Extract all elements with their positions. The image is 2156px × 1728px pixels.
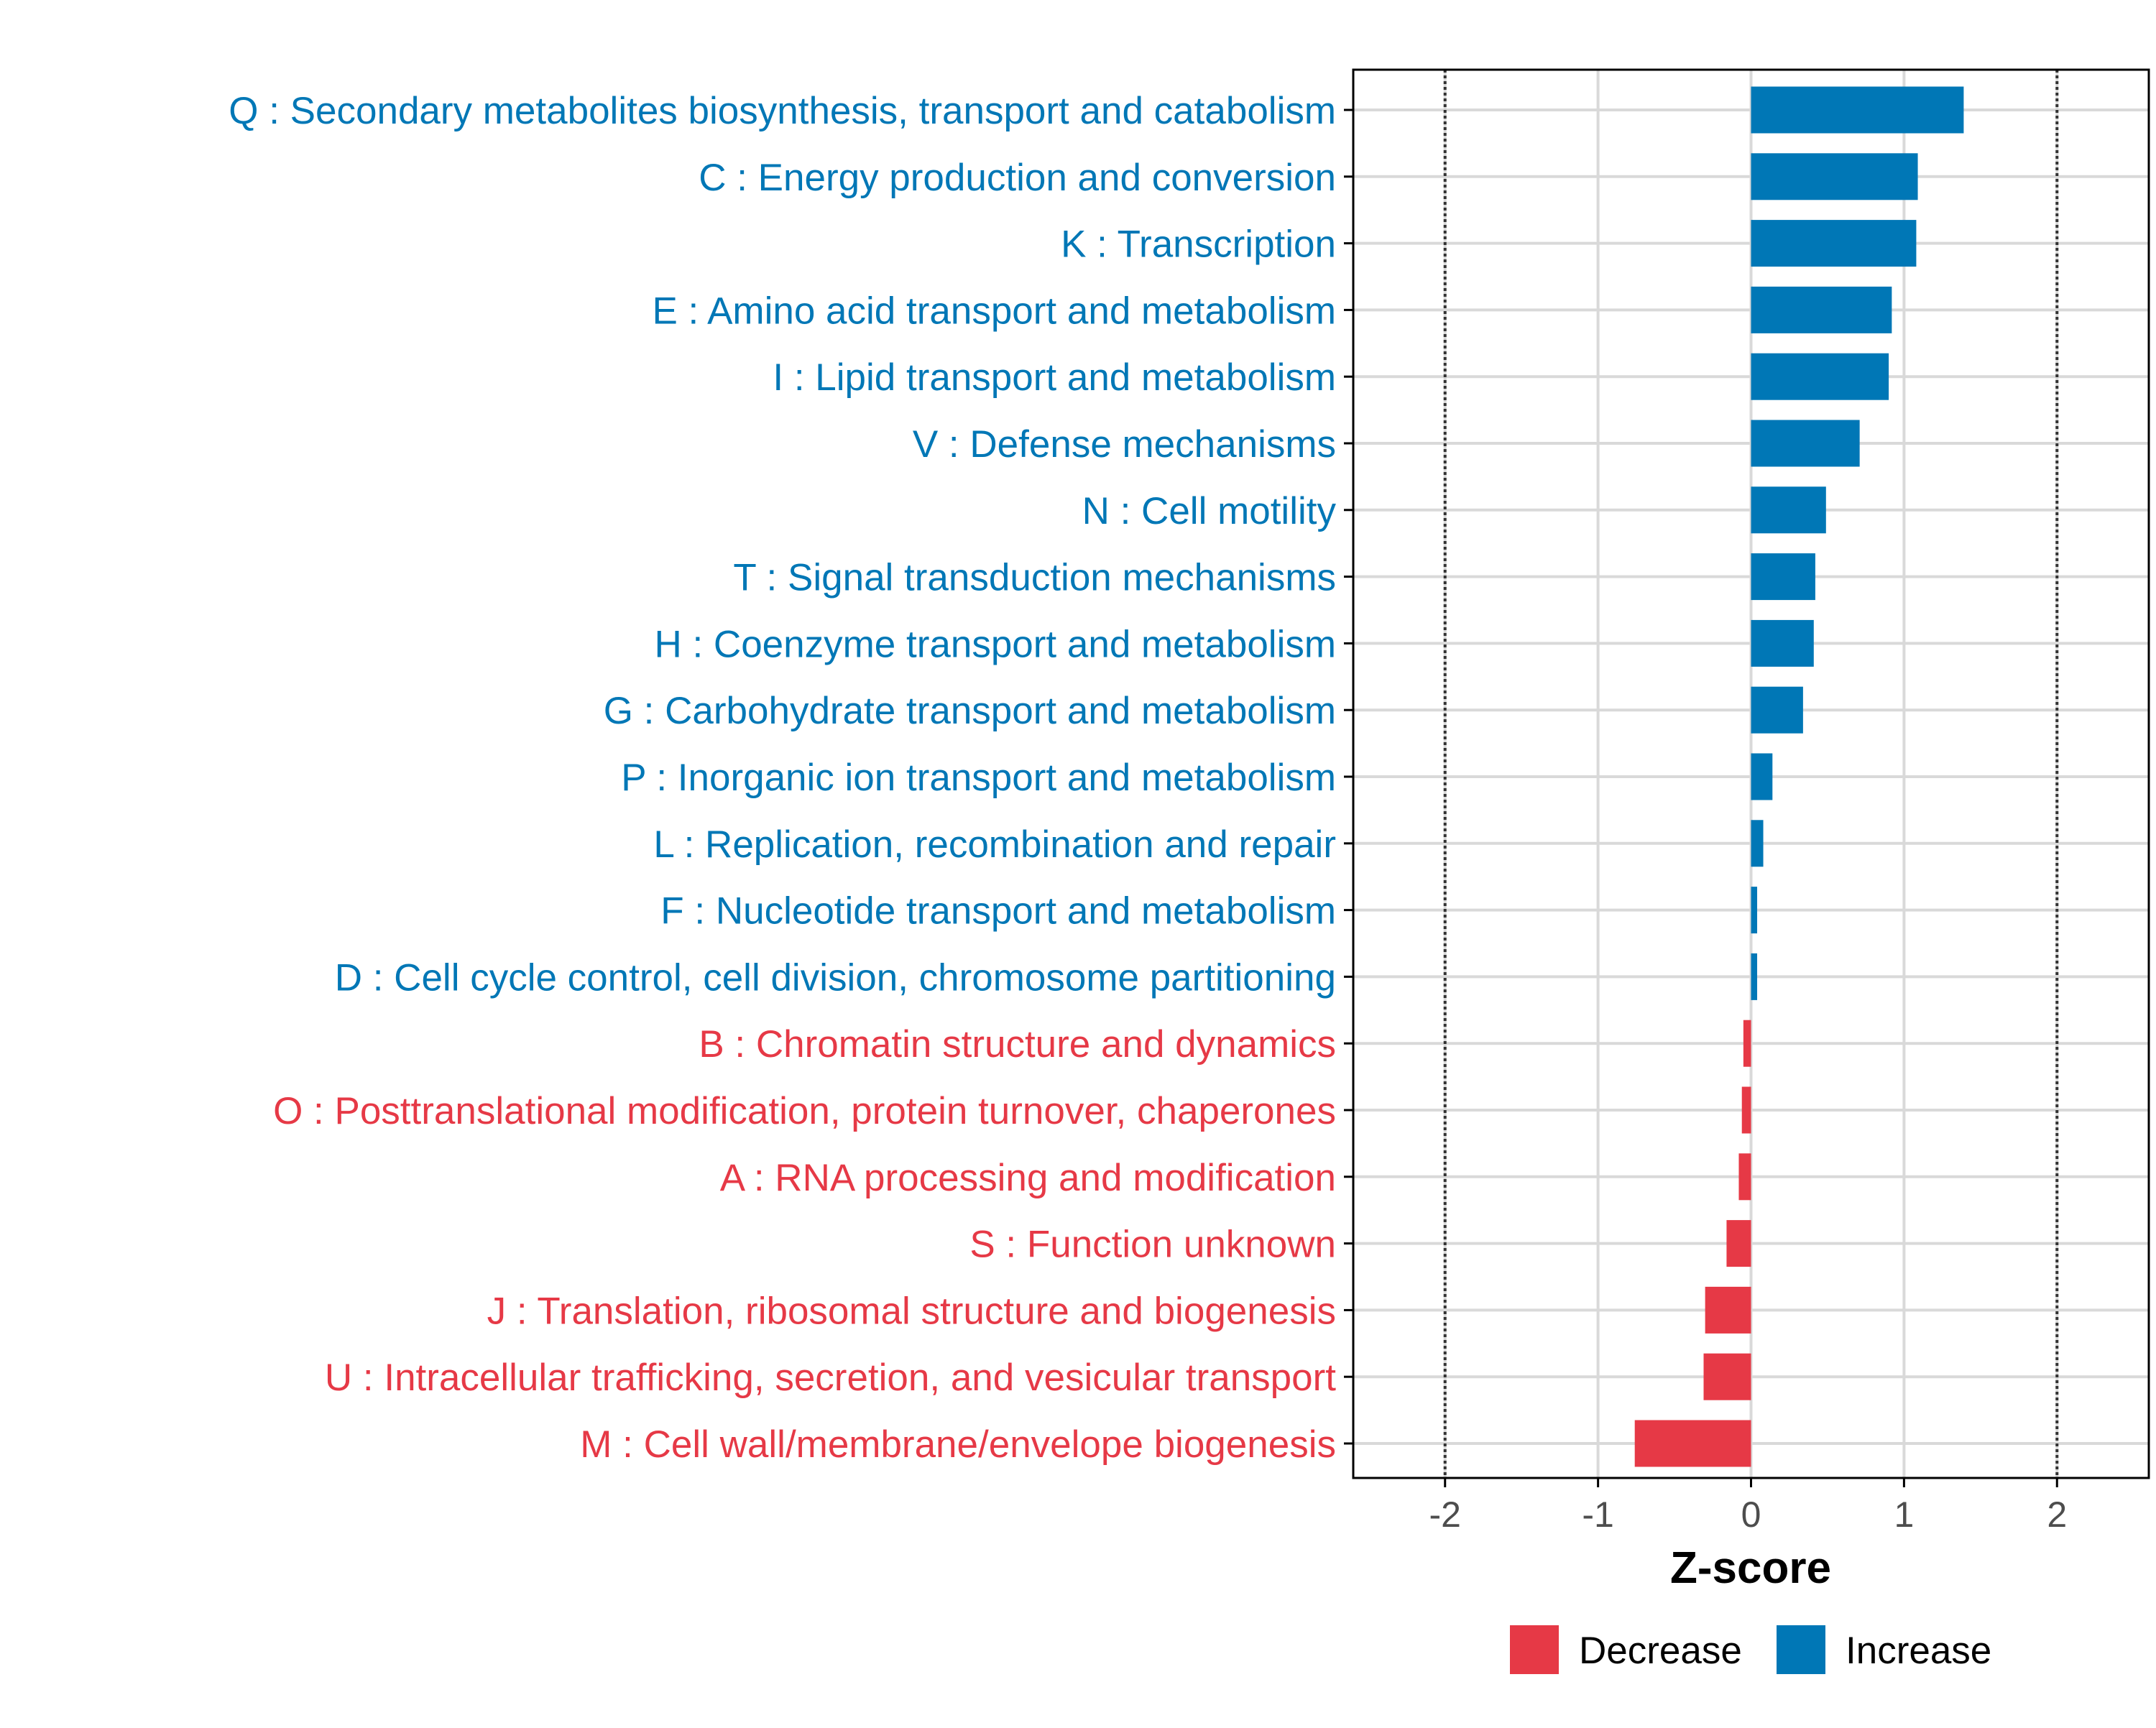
category-label-1: C : Energy production and conversion bbox=[699, 157, 1336, 199]
category-label-7: T : Signal transduction mechanisms bbox=[733, 557, 1336, 599]
bar-4 bbox=[1751, 353, 1889, 400]
category-label-16: A : RNA processing and modification bbox=[720, 1157, 1336, 1199]
bar-0 bbox=[1751, 86, 1964, 134]
bar-14 bbox=[1743, 1020, 1751, 1067]
legend-key-increase bbox=[1777, 1625, 1825, 1674]
legend-label-decrease: Decrease bbox=[1579, 1630, 1742, 1672]
bar-11 bbox=[1751, 820, 1764, 867]
x-axis-tick-labels: -2 -1 0 1 2 bbox=[1429, 1494, 2067, 1535]
bar-2 bbox=[1751, 220, 1917, 267]
legend-label-increase: Increase bbox=[1846, 1630, 1991, 1672]
bar-8 bbox=[1751, 619, 1814, 667]
bar-15 bbox=[1741, 1086, 1751, 1134]
x-axis-title: Z-score bbox=[1670, 1543, 1831, 1593]
bar-19 bbox=[1703, 1353, 1751, 1400]
category-label-11: L : Replication, recombination and repai… bbox=[653, 823, 1336, 866]
category-label-9: G : Carbohydrate transport and metabolis… bbox=[604, 690, 1336, 732]
bar-17 bbox=[1726, 1220, 1751, 1267]
category-label-19: U : Intracellular trafficking, secretion… bbox=[325, 1357, 1336, 1399]
bar-7 bbox=[1751, 553, 1815, 601]
category-label-4: I : Lipid transport and metabolism bbox=[773, 356, 1336, 399]
x-tick-label-3: 1 bbox=[1894, 1494, 1914, 1535]
legend: Decrease Increase bbox=[1510, 1625, 1991, 1674]
x-tick-label-0: -2 bbox=[1429, 1494, 1460, 1535]
category-label-18: J : Translation, ribosomal structure and… bbox=[487, 1290, 1336, 1332]
x-axis-ticks bbox=[1444, 1478, 2058, 1487]
bar-1 bbox=[1751, 153, 1918, 200]
category-label-14: B : Chromatin structure and dynamics bbox=[699, 1023, 1336, 1066]
category-label-10: P : Inorganic ion transport and metaboli… bbox=[621, 757, 1336, 799]
y-axis-ticks bbox=[1344, 108, 1353, 1445]
bar-20 bbox=[1634, 1420, 1751, 1467]
category-label-20: M : Cell wall/membrane/envelope biogenes… bbox=[580, 1423, 1336, 1466]
category-label-8: H : Coenzyme transport and metabolism bbox=[654, 623, 1336, 665]
category-label-3: E : Amino acid transport and metabolism bbox=[652, 290, 1336, 332]
bar-12 bbox=[1751, 887, 1758, 934]
bar-9 bbox=[1751, 686, 1803, 734]
bar-16 bbox=[1738, 1153, 1751, 1201]
bar-18 bbox=[1705, 1286, 1751, 1334]
bar-3 bbox=[1751, 286, 1892, 333]
category-label-0: Q : Secondary metabolites biosynthesis, … bbox=[229, 90, 1336, 132]
reference-lines bbox=[1443, 70, 2059, 1478]
category-label-12: F : Nucleotide transport and metabolism bbox=[660, 890, 1336, 933]
category-label-2: K : Transcription bbox=[1061, 223, 1336, 266]
bar-6 bbox=[1751, 486, 1826, 534]
bars bbox=[1634, 86, 1964, 1467]
bar-10 bbox=[1751, 753, 1773, 800]
x-tick-label-4: 2 bbox=[2047, 1494, 2067, 1535]
x-tick-label-2: 0 bbox=[1741, 1494, 1761, 1535]
category-label-6: N : Cell motility bbox=[1082, 490, 1337, 532]
x-tick-label-1: -1 bbox=[1582, 1494, 1613, 1535]
bar-13 bbox=[1751, 953, 1758, 1000]
category-label-17: S : Function unknown bbox=[969, 1224, 1336, 1266]
y-axis-category-labels: Q : Secondary metabolites biosynthesis, … bbox=[229, 90, 1336, 1466]
category-label-15: O : Posttranslational modification, prot… bbox=[273, 1090, 1336, 1132]
bar-5 bbox=[1751, 420, 1860, 467]
category-label-13: D : Cell cycle control, cell division, c… bbox=[335, 956, 1336, 999]
category-label-5: V : Defense mechanisms bbox=[913, 423, 1336, 466]
legend-key-decrease bbox=[1510, 1625, 1559, 1674]
